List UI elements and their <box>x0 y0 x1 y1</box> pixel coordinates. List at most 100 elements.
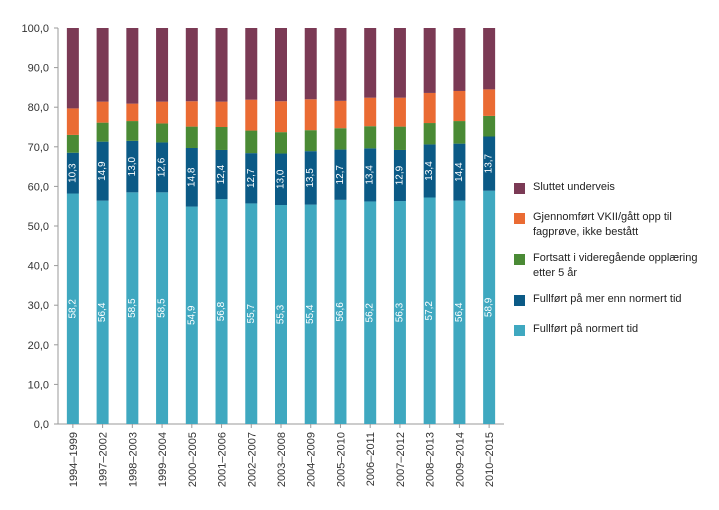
bar-segment-0 <box>66 193 79 424</box>
bar-segment-4 <box>393 28 406 98</box>
data-label: 56,3 <box>394 302 405 322</box>
bar-segment-1 <box>245 153 258 204</box>
data-label: 56,4 <box>97 302 108 322</box>
legend-label-sluttet: Sluttet underveis <box>533 181 615 193</box>
data-label: 12,9 <box>394 165 405 185</box>
x-tick-label: 2002–2007 <box>246 432 258 487</box>
data-label: 58,5 <box>127 298 138 318</box>
bar-segment-3 <box>185 101 198 127</box>
legend-swatch-fortsatt <box>514 254 525 265</box>
x-tick-label: 1999–2004 <box>157 432 169 487</box>
bar-segment-1 <box>393 149 406 202</box>
x-tick-label: 2008–2013 <box>425 432 437 487</box>
bar-segment-2 <box>156 123 169 143</box>
data-label: 12,6 <box>157 157 168 177</box>
bar-segment-2 <box>245 130 258 154</box>
bar-segment-3 <box>334 100 347 129</box>
data-label: 58,5 <box>157 298 168 318</box>
bar-segment-0 <box>245 203 258 424</box>
bar-segment-1 <box>453 143 466 201</box>
y-tick-label: 30,0 <box>28 300 49 312</box>
data-label: 13,5 <box>305 168 316 188</box>
x-tick-label: 2010–2015 <box>484 432 496 487</box>
x-tick-label: 2007–2012 <box>395 432 407 487</box>
bar-segment-3 <box>275 101 287 133</box>
data-label: 13,0 <box>276 169 287 189</box>
bar-segment-3 <box>453 90 466 122</box>
bar-segment-0 <box>185 206 198 424</box>
bar-segment-3 <box>96 101 109 123</box>
data-label: 55,4 <box>305 304 316 324</box>
bar-segment-3 <box>245 99 258 131</box>
bar-segment-2 <box>423 123 436 145</box>
bar-segment-0 <box>215 199 228 424</box>
bar-segment-0 <box>275 205 287 424</box>
bar-segment-1 <box>126 140 139 193</box>
x-tick-label: 2006–2011 <box>365 432 377 486</box>
x-tick-label: 2003–2008 <box>276 432 288 487</box>
bar-segment-3 <box>304 99 317 131</box>
y-tick-label: 20,0 <box>28 340 49 352</box>
y-tick-label: 40,0 <box>28 261 49 273</box>
bar-segment-4 <box>215 28 228 102</box>
bar-segment-0 <box>96 200 109 424</box>
data-label: 14,8 <box>186 167 197 187</box>
y-tick-label: 60,0 <box>28 181 49 193</box>
bar-segment-1 <box>304 151 317 205</box>
bar-segment-1 <box>423 144 436 198</box>
bar-segment-4 <box>453 28 466 91</box>
bar-segment-2 <box>364 126 377 149</box>
y-tick-label: 100,0 <box>21 23 49 35</box>
y-tick-label: 10,0 <box>28 379 49 391</box>
data-label: 12,7 <box>246 168 257 188</box>
bar-segment-3 <box>393 97 406 127</box>
bar-segment-4 <box>185 28 198 102</box>
bar-segment-0 <box>393 201 406 424</box>
data-label: 12,7 <box>335 165 346 185</box>
bar-segment-2 <box>275 132 287 154</box>
bar-segment-4 <box>423 28 436 93</box>
bar-segment-0 <box>453 200 466 424</box>
bar-segment-1 <box>334 149 347 200</box>
y-tick-label: 50,0 <box>28 221 49 233</box>
bar-segment-3 <box>215 101 228 127</box>
x-tick-label: 2000–2005 <box>187 432 199 487</box>
bar-segment-1 <box>156 142 169 193</box>
bar-segment-1 <box>483 136 496 191</box>
bar-segment-2 <box>304 130 317 152</box>
data-label: 55,3 <box>276 304 287 324</box>
bar-segment-0 <box>334 199 347 424</box>
data-label: 54,9 <box>186 305 197 325</box>
data-label: 55,7 <box>246 304 257 324</box>
y-tick-label: 90,0 <box>28 63 49 75</box>
x-tick-label: 2005–2010 <box>335 432 347 487</box>
bar-segment-2 <box>185 126 198 148</box>
bar-segment-1 <box>96 141 109 201</box>
chart-legend: Sluttet underveis Gjennomført VKII/gått … <box>514 0 719 510</box>
legend-item-sluttet: Sluttet underveis <box>514 180 713 195</box>
legend-item-mer-enn-normert: Fullført på mer enn normert tid <box>514 292 713 307</box>
bar-segment-0 <box>423 197 436 424</box>
data-label: 13,7 <box>484 153 495 173</box>
bar-segment-4 <box>156 28 169 102</box>
bar-segment-1 <box>275 153 287 206</box>
bar-segment-4 <box>66 28 79 109</box>
bar-segment-4 <box>304 28 317 100</box>
legend-label-mer-enn-normert: Fullført på mer enn normert tid <box>533 293 682 305</box>
bar-segment-1 <box>185 147 198 207</box>
data-label: 13,4 <box>424 161 435 181</box>
x-tick-label: 1994–1999 <box>68 432 80 487</box>
legend-label-normert: Fullført på normert tid <box>533 323 639 335</box>
bar-segment-2 <box>453 121 466 144</box>
legend-label-gjennomfort: Gjennomført VKII/gått opp til fagprøve, … <box>533 211 672 238</box>
data-label: 14,4 <box>454 162 465 182</box>
data-label: 57,2 <box>424 301 435 321</box>
data-label: 58,2 <box>67 299 78 319</box>
y-tick-label: 80,0 <box>28 102 49 114</box>
x-tick-label: 2001–2006 <box>217 432 229 487</box>
data-label: 13,4 <box>365 165 376 185</box>
bar-segment-2 <box>483 115 496 137</box>
bar-segment-3 <box>156 101 169 124</box>
bar-segment-4 <box>275 28 287 102</box>
bar-segment-4 <box>483 28 496 90</box>
